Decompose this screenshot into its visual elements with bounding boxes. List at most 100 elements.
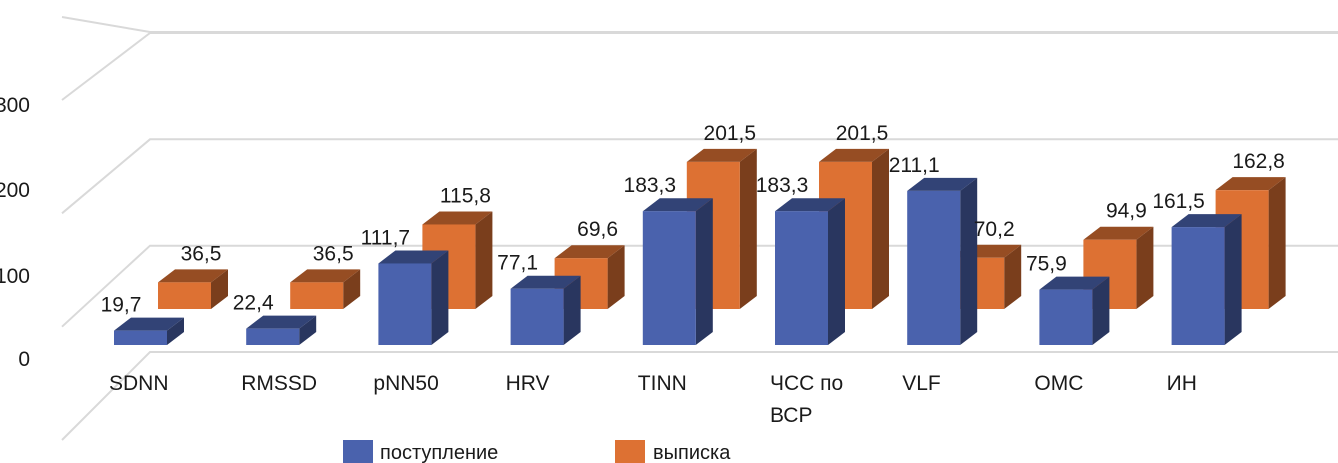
bar-side [1136,226,1154,309]
gridlines [61,16,1338,441]
bar [510,275,581,345]
bar [907,177,978,345]
bar-top [775,198,845,212]
bar-side [475,211,493,309]
bar-top [510,275,581,289]
data-label: 183,3 [624,174,677,197]
bar-top [158,269,228,283]
x-tick-label: ИН [1167,372,1197,395]
bar-front [642,211,696,345]
x-tick-label: ЧСС по ВСР [770,372,843,427]
legend-swatch-admission [343,440,373,463]
bar-top [819,148,889,162]
bar-top [1171,214,1242,228]
bar-side [739,148,757,309]
data-label: 211,1 [889,154,940,177]
bar-side [1092,276,1110,345]
bar-side [1004,244,1022,309]
data-label: 115,8 [440,184,491,207]
bar-top [1083,226,1154,240]
bar-top [114,317,184,331]
gridline [61,351,1338,441]
data-label: 19,7 [101,294,142,317]
bar-top [246,315,317,329]
bar-side [1224,214,1242,345]
bar [378,250,449,345]
x-tick-label: pNN50 [373,372,438,395]
bar-side [343,269,361,309]
data-label: 36,5 [313,242,354,265]
bar-top [422,211,493,225]
bar-front [775,211,828,345]
data-label: 201,5 [836,122,889,145]
x-tick-label: ОМС [1034,372,1083,395]
y-tick-label: 100 [0,265,30,288]
y-axis-ticks: 0 100 200 300 [0,94,30,371]
bar-side [872,148,889,309]
legend-label-discharge: выписка [653,442,731,463]
legend: поступление выписка [343,440,731,463]
bar-top [1215,177,1286,191]
data-label: 77,1 [497,252,538,275]
data-label: 183,3 [756,174,809,197]
data-label: 162,8 [1232,150,1285,173]
data-label: 161,5 [1152,190,1205,213]
y-tick-label: 300 [0,94,30,117]
gridline [61,16,1338,33]
bar-front [114,330,167,345]
bar-top [686,148,757,162]
data-labels: 36,5 36,5 115,8 69,6 201,5 201,5 70,2 94,9 162,8… [101,122,1285,317]
x-axis-ticks: SDNN RMSSD pNN50 HRV TINN ЧСС по ВСР VLF ОМС ИН [109,372,1197,427]
bar-top [290,269,361,283]
x-tick-label: SDNN [109,372,169,395]
data-label: 36,5 [181,242,222,265]
bar-top [642,198,713,212]
data-label: 94,9 [1106,200,1147,223]
gridline [61,138,1338,215]
bar-top [554,245,625,259]
bar-side [167,317,184,345]
bar-front [907,190,961,345]
bar-front [510,288,564,345]
data-label: 201,5 [704,122,757,145]
data-label: 22,4 [233,292,274,315]
legend-label-admission: поступление [380,442,498,463]
gridline [61,32,1338,101]
bar-side [299,315,317,345]
bar [1171,214,1242,345]
data-label: 70,2 [974,218,1015,241]
legend-swatch-discharge [615,440,645,463]
data-label: 69,6 [577,218,618,241]
data-label: 111,7 [361,226,410,249]
x-tick-label: VLF [902,372,941,395]
bars [114,148,1286,345]
x-tick-label: TINN [638,372,687,395]
bar [114,317,184,345]
bar-front [378,263,432,345]
y-tick-label: 0 [18,348,30,371]
bar [290,269,361,309]
bar-side [1268,177,1286,309]
bar-side [563,275,581,345]
bar-side [695,198,713,345]
bar [775,198,845,345]
bar-side [211,269,228,309]
x-tick-label: RMSSD [241,372,317,395]
data-label: 75,9 [1026,253,1067,276]
bar [246,315,317,345]
bar-side [960,177,978,345]
bar-top [907,177,978,191]
bar [1039,276,1110,345]
bar-front [246,328,300,345]
bar [158,269,228,309]
bar-side [607,245,625,309]
bar-front [290,282,344,309]
bar-side [431,250,449,345]
bar-front [1039,289,1093,345]
bar-front [158,282,211,309]
bar-side [828,198,845,345]
bar-top [1039,276,1110,290]
bar-top [378,250,449,264]
y-tick-label: 200 [0,179,30,202]
